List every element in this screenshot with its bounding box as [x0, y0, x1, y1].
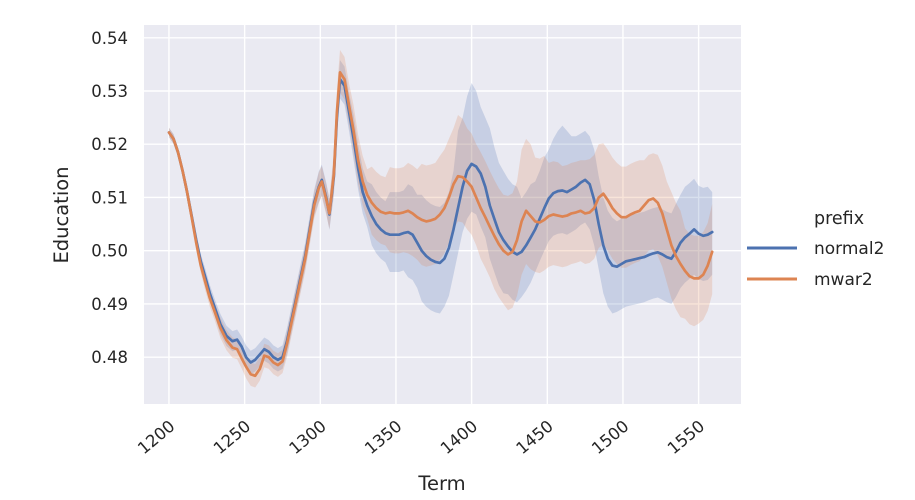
y-tick-label-0.51: 0.51 — [91, 188, 128, 207]
legend-label-mwar2: mwar2 — [814, 270, 873, 290]
legend-title: prefix — [814, 209, 864, 229]
y-tick-label-0.52: 0.52 — [91, 135, 128, 154]
x-tick-label-1400: 1400 — [437, 417, 481, 459]
y-tick-labels: 0.48 0.49 0.50 0.51 0.52 0.53 0.54 — [91, 29, 128, 367]
confidence-band-layer — [169, 50, 713, 388]
x-tick-label-1250: 1250 — [210, 417, 254, 459]
y-axis-label: Education — [50, 166, 73, 263]
series-line-mwar2 — [167, 71, 714, 378]
x-tick-label-1500: 1500 — [588, 417, 632, 459]
confidence-band-normal2 — [169, 60, 713, 375]
y-tick-label-0.48: 0.48 — [91, 348, 128, 367]
y-tick-label-0.49: 0.49 — [91, 295, 128, 314]
confidence-band-mwar2 — [169, 50, 713, 388]
x-tick-labels: 1200 1250 1300 1350 1400 1450 1500 1550 — [134, 417, 708, 459]
plot-background — [144, 25, 741, 404]
series-line-normal2 — [167, 77, 714, 364]
legend: prefix normal2 mwar2 — [747, 209, 884, 290]
x-tick-label-1450: 1450 — [512, 417, 556, 459]
x-tick-label-1300: 1300 — [285, 417, 329, 459]
x-tick-label-1550: 1550 — [664, 417, 708, 459]
legend-label-normal2: normal2 — [814, 239, 884, 259]
x-tick-label-1350: 1350 — [361, 417, 405, 459]
grid-layer — [144, 25, 741, 404]
y-tick-label-0.50: 0.50 — [91, 242, 128, 261]
x-tick-label-1200: 1200 — [134, 417, 178, 459]
series-line-layer — [167, 71, 714, 378]
y-tick-label-0.53: 0.53 — [91, 82, 128, 101]
y-tick-label-0.54: 0.54 — [91, 29, 128, 48]
x-axis-label: Term — [417, 472, 465, 495]
